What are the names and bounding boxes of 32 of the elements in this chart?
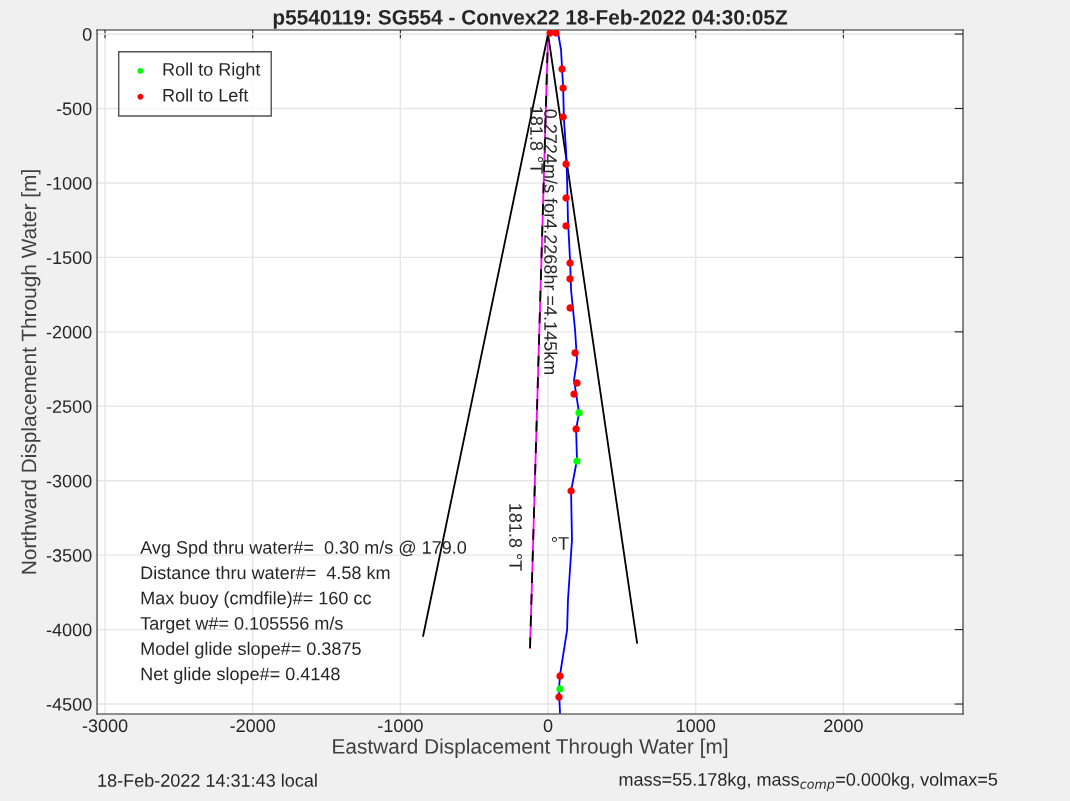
y-tick-label: -3500 — [46, 549, 92, 562]
y-tick-label: -4000 — [46, 623, 92, 637]
legend-label: Roll to Left — [163, 88, 249, 102]
x-tick-label: 0 — [543, 719, 553, 733]
annotation: 181.8 °T — [530, 107, 543, 174]
y-axis-title: Northward Displacement Through Water [m] — [21, 170, 41, 574]
annotation: Max buoy (cmdfile)#= 160 cc — [141, 591, 371, 609]
x-tick-label: 1000 — [677, 719, 716, 733]
y-tick-label: 0 — [82, 27, 92, 41]
x-tick-label: -1000 — [378, 719, 423, 733]
annotation: 0.2724m/s for4.2268hr =4.145km — [544, 109, 558, 375]
annotation: °T — [551, 537, 569, 550]
x-tick-label: -3000 — [82, 719, 128, 733]
x-tick-label: -2000 — [230, 719, 276, 733]
legend-label: Roll to Right — [163, 62, 261, 80]
y-tick-label: -4500 — [46, 697, 92, 711]
y-tick-label: -1000 — [46, 176, 92, 190]
y-tick-label: -500 — [56, 102, 92, 116]
text: mass=55.178kg, mass$_{comp}$=0.000kg, volmax=5 — [619, 772, 998, 792]
annotation: Net glide slope#= 0.4148 — [141, 667, 340, 684]
text: 18-Feb-2022 14:31:43 local — [98, 773, 317, 787]
chart-title: p5540119: SG554 - Convex22 18-Feb-2022 04:30:05Z — [273, 9, 788, 29]
y-tick-label: -2500 — [46, 400, 92, 413]
y-tick-label: -2000 — [46, 325, 92, 339]
annotation: Model glide slope#= 0.3875 — [141, 641, 361, 659]
y-tick-label: -3000 — [46, 474, 92, 488]
x-axis-title: Eastward Displacement Through Water [m] — [333, 738, 728, 758]
x-tick-label: 2000 — [824, 719, 863, 733]
annotation: Distance thru water#= 4.58 km — [141, 565, 390, 580]
annotation: 181.8 °T — [509, 504, 522, 571]
annotation: Target w#= 0.105556 m/s — [140, 616, 343, 634]
y-tick-label: -1500 — [46, 251, 92, 265]
